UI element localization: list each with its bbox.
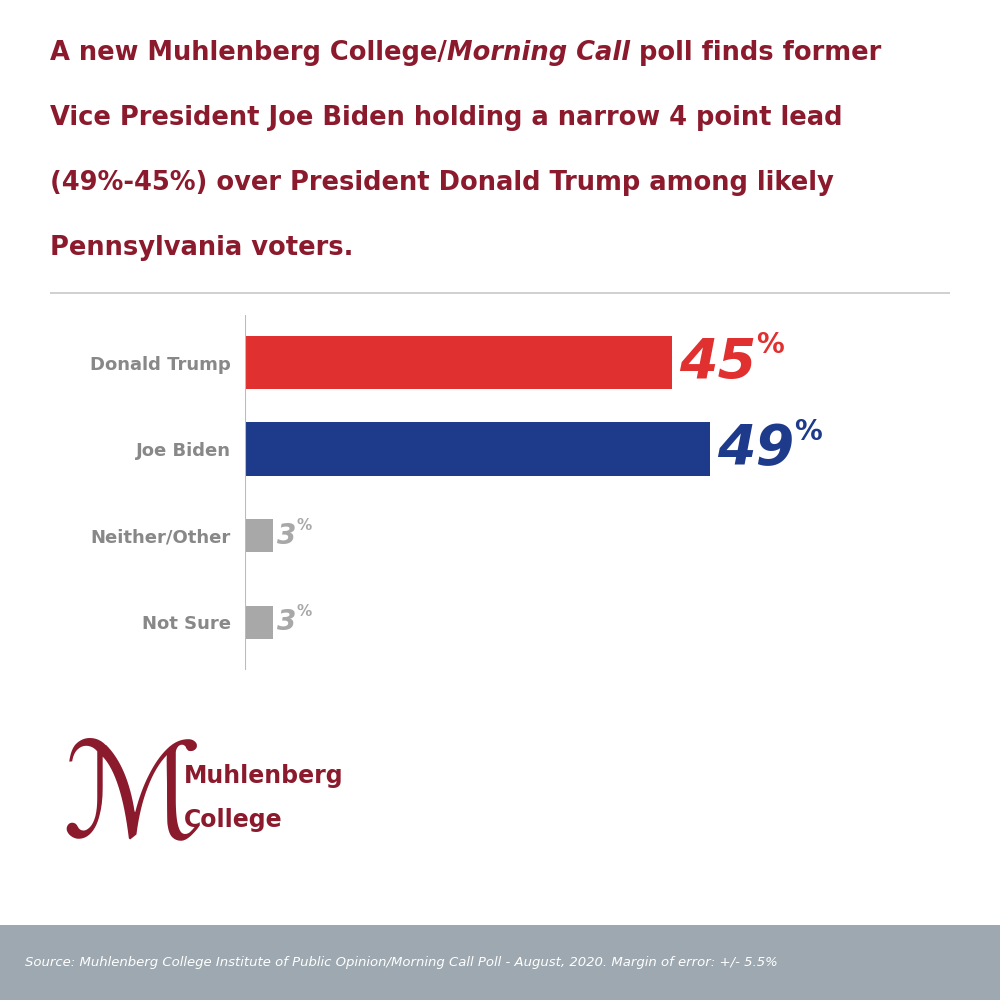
Text: 3: 3 bbox=[277, 522, 296, 550]
Text: Muhlenberg: Muhlenberg bbox=[184, 764, 344, 788]
Text: %: % bbox=[757, 331, 784, 359]
Text: Pennsylvania voters.: Pennsylvania voters. bbox=[50, 235, 353, 261]
Text: poll finds former: poll finds former bbox=[630, 40, 881, 66]
Text: College: College bbox=[184, 808, 283, 832]
Text: Vice President Joe Biden holding a narrow 4 point lead: Vice President Joe Biden holding a narro… bbox=[50, 105, 842, 131]
Text: Morning Call: Morning Call bbox=[447, 40, 630, 66]
Text: A new Muhlenberg College/: A new Muhlenberg College/ bbox=[50, 40, 447, 66]
Bar bbox=[245, 606, 273, 639]
Text: Source: Muhlenberg College Institute of Public Opinion/Morning Call Poll - Augus: Source: Muhlenberg College Institute of … bbox=[25, 956, 778, 969]
Text: ℳ: ℳ bbox=[62, 736, 204, 863]
Bar bbox=[245, 422, 710, 476]
Text: %: % bbox=[296, 518, 312, 533]
Bar bbox=[245, 519, 273, 552]
Text: (49%-45%) over President Donald Trump among likely: (49%-45%) over President Donald Trump am… bbox=[50, 170, 834, 196]
Text: 3: 3 bbox=[277, 608, 296, 636]
Text: 49: 49 bbox=[717, 422, 794, 476]
Text: %: % bbox=[296, 604, 312, 619]
Text: %: % bbox=[794, 418, 822, 446]
Bar bbox=[245, 336, 672, 389]
Text: 45: 45 bbox=[679, 336, 757, 390]
